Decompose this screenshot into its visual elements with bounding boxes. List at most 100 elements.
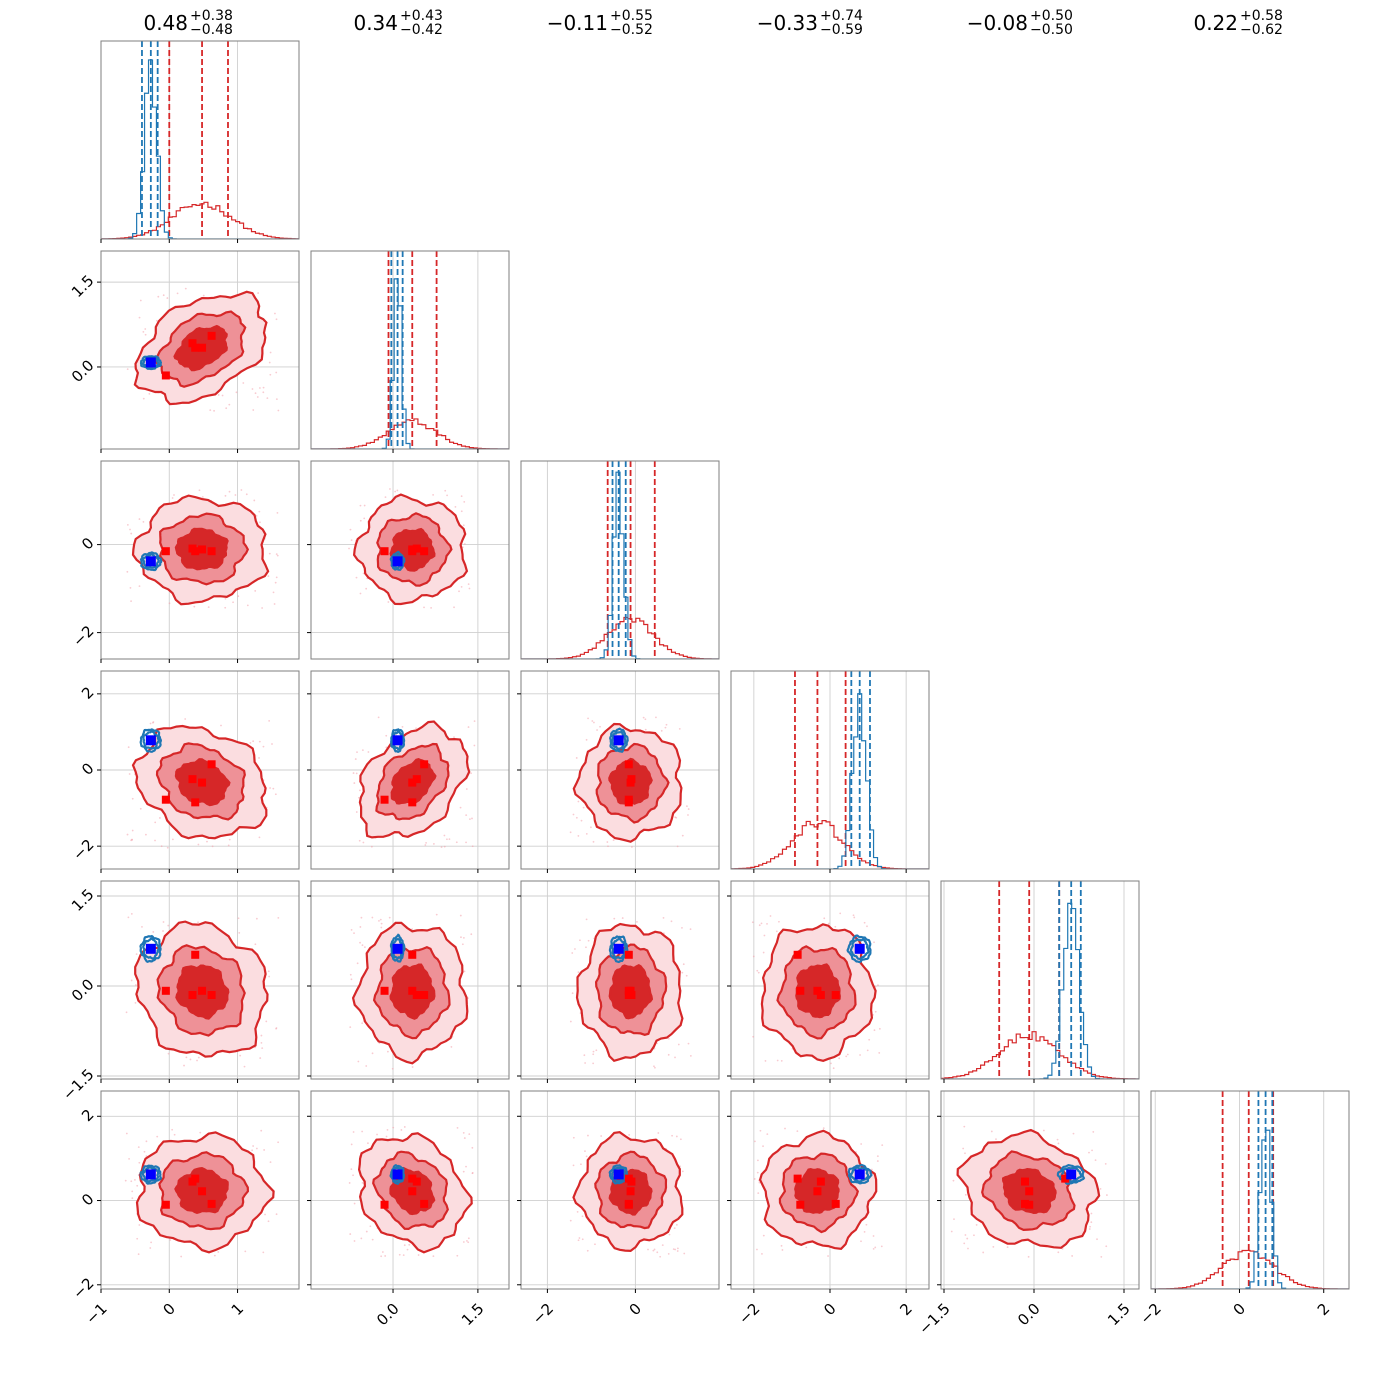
sample-point (873, 941, 875, 944)
title-median: 0.22 (1193, 11, 1238, 35)
sample-point (462, 1131, 465, 1134)
sample-point (432, 843, 435, 845)
panel-frame (310, 250, 510, 450)
sample-point (158, 817, 161, 819)
sample-point (462, 936, 465, 939)
sample-point (466, 1239, 468, 1242)
panel-frame (310, 460, 510, 660)
y-tick-label: 1.5 (68, 272, 98, 302)
contour-panel-3-2 (517, 670, 720, 873)
sample-point (243, 1065, 246, 1068)
sample-point (411, 928, 414, 931)
sample-point (124, 1179, 127, 1182)
sample-point (126, 570, 129, 573)
sample-point (350, 928, 353, 931)
histogram-series-0 (101, 201, 299, 239)
panel-title-0: 0.48 +0.38−0.48 (143, 8, 232, 38)
sample-point (196, 1059, 198, 1062)
sample-point (860, 1143, 863, 1145)
sample-point (448, 838, 451, 841)
red-marker (207, 991, 216, 999)
sample-point (249, 741, 252, 744)
red-marker (198, 778, 207, 787)
panel-frame (940, 1090, 1140, 1290)
sample-point (577, 800, 580, 803)
contour-panel-5-1: 0.0 1.5 (307, 1090, 510, 1330)
sample-point (193, 605, 196, 608)
sample-point (361, 1130, 364, 1133)
red-marker (420, 547, 429, 556)
red-marker (624, 795, 633, 804)
sample-point (845, 1055, 848, 1058)
red-marker (161, 1200, 170, 1209)
panel-title-3: −0.33 +0.74−0.59 (757, 8, 863, 38)
sample-point (142, 520, 145, 523)
red-marker (191, 950, 200, 959)
sample-point (870, 1168, 873, 1171)
sample-point (244, 1250, 247, 1253)
sample-point (876, 1160, 879, 1162)
sample-point (408, 1243, 411, 1246)
sample-point (1061, 1247, 1064, 1250)
x-tick-label: 1.5 (458, 1300, 488, 1330)
sample-point (126, 833, 129, 836)
sample-point (973, 1234, 975, 1237)
sample-point (654, 1066, 656, 1069)
sample-point (268, 361, 271, 364)
contour-level-1-0 (609, 727, 629, 753)
sample-point (1105, 1245, 1108, 1248)
sample-point (145, 833, 147, 836)
blue-marker (613, 1169, 624, 1180)
sample-point (386, 1128, 389, 1131)
panel-frame (100, 40, 300, 240)
sample-point (260, 1034, 263, 1037)
red-marker (408, 950, 417, 959)
sample-point (872, 1247, 875, 1250)
x-tick-label: 1.5 (1104, 1300, 1134, 1330)
sample-point (391, 1067, 394, 1070)
sample-point (173, 494, 175, 496)
sample-point (664, 726, 667, 729)
sample-point (258, 510, 261, 513)
sample-point (263, 1149, 266, 1151)
sample-point (253, 499, 256, 502)
sample-point (587, 1134, 589, 1137)
sample-point (683, 1252, 686, 1255)
sample-point (269, 787, 271, 789)
x-tick-label: −1 (82, 1300, 110, 1328)
sample-point (866, 1049, 869, 1052)
sample-point (689, 928, 692, 931)
sample-point (594, 1243, 596, 1246)
sample-point (352, 772, 355, 774)
sample-point (963, 1125, 966, 1128)
blue-marker (145, 735, 156, 746)
sample-point (642, 716, 645, 719)
sample-point (838, 1057, 841, 1060)
title-upper: +0.58 (1240, 8, 1283, 24)
sample-point (1072, 1132, 1075, 1135)
sample-point (613, 917, 616, 920)
sample-point (358, 789, 361, 792)
sample-point (822, 1127, 825, 1130)
title-upper: +0.50 (1030, 8, 1073, 24)
sample-point (388, 916, 391, 919)
red-marker (207, 547, 216, 556)
red-marker (796, 1200, 805, 1209)
sample-point (275, 1213, 278, 1216)
y-tick-label: 1.5 (68, 885, 98, 915)
sample-point (628, 1134, 631, 1136)
sample-point (675, 1135, 678, 1138)
sample-point (1006, 1246, 1009, 1249)
sample-point (689, 1054, 692, 1057)
red-marker (420, 1199, 429, 1208)
sample-point (136, 1237, 139, 1240)
sample-point (780, 1244, 783, 1247)
sample-point (460, 936, 462, 939)
sample-point (272, 591, 275, 594)
sample-point (467, 726, 470, 728)
sample-point (394, 490, 397, 493)
sample-point (571, 992, 574, 995)
sample-point (356, 751, 358, 753)
contour-level-1-0 (139, 355, 163, 371)
sample-point (376, 1133, 378, 1136)
